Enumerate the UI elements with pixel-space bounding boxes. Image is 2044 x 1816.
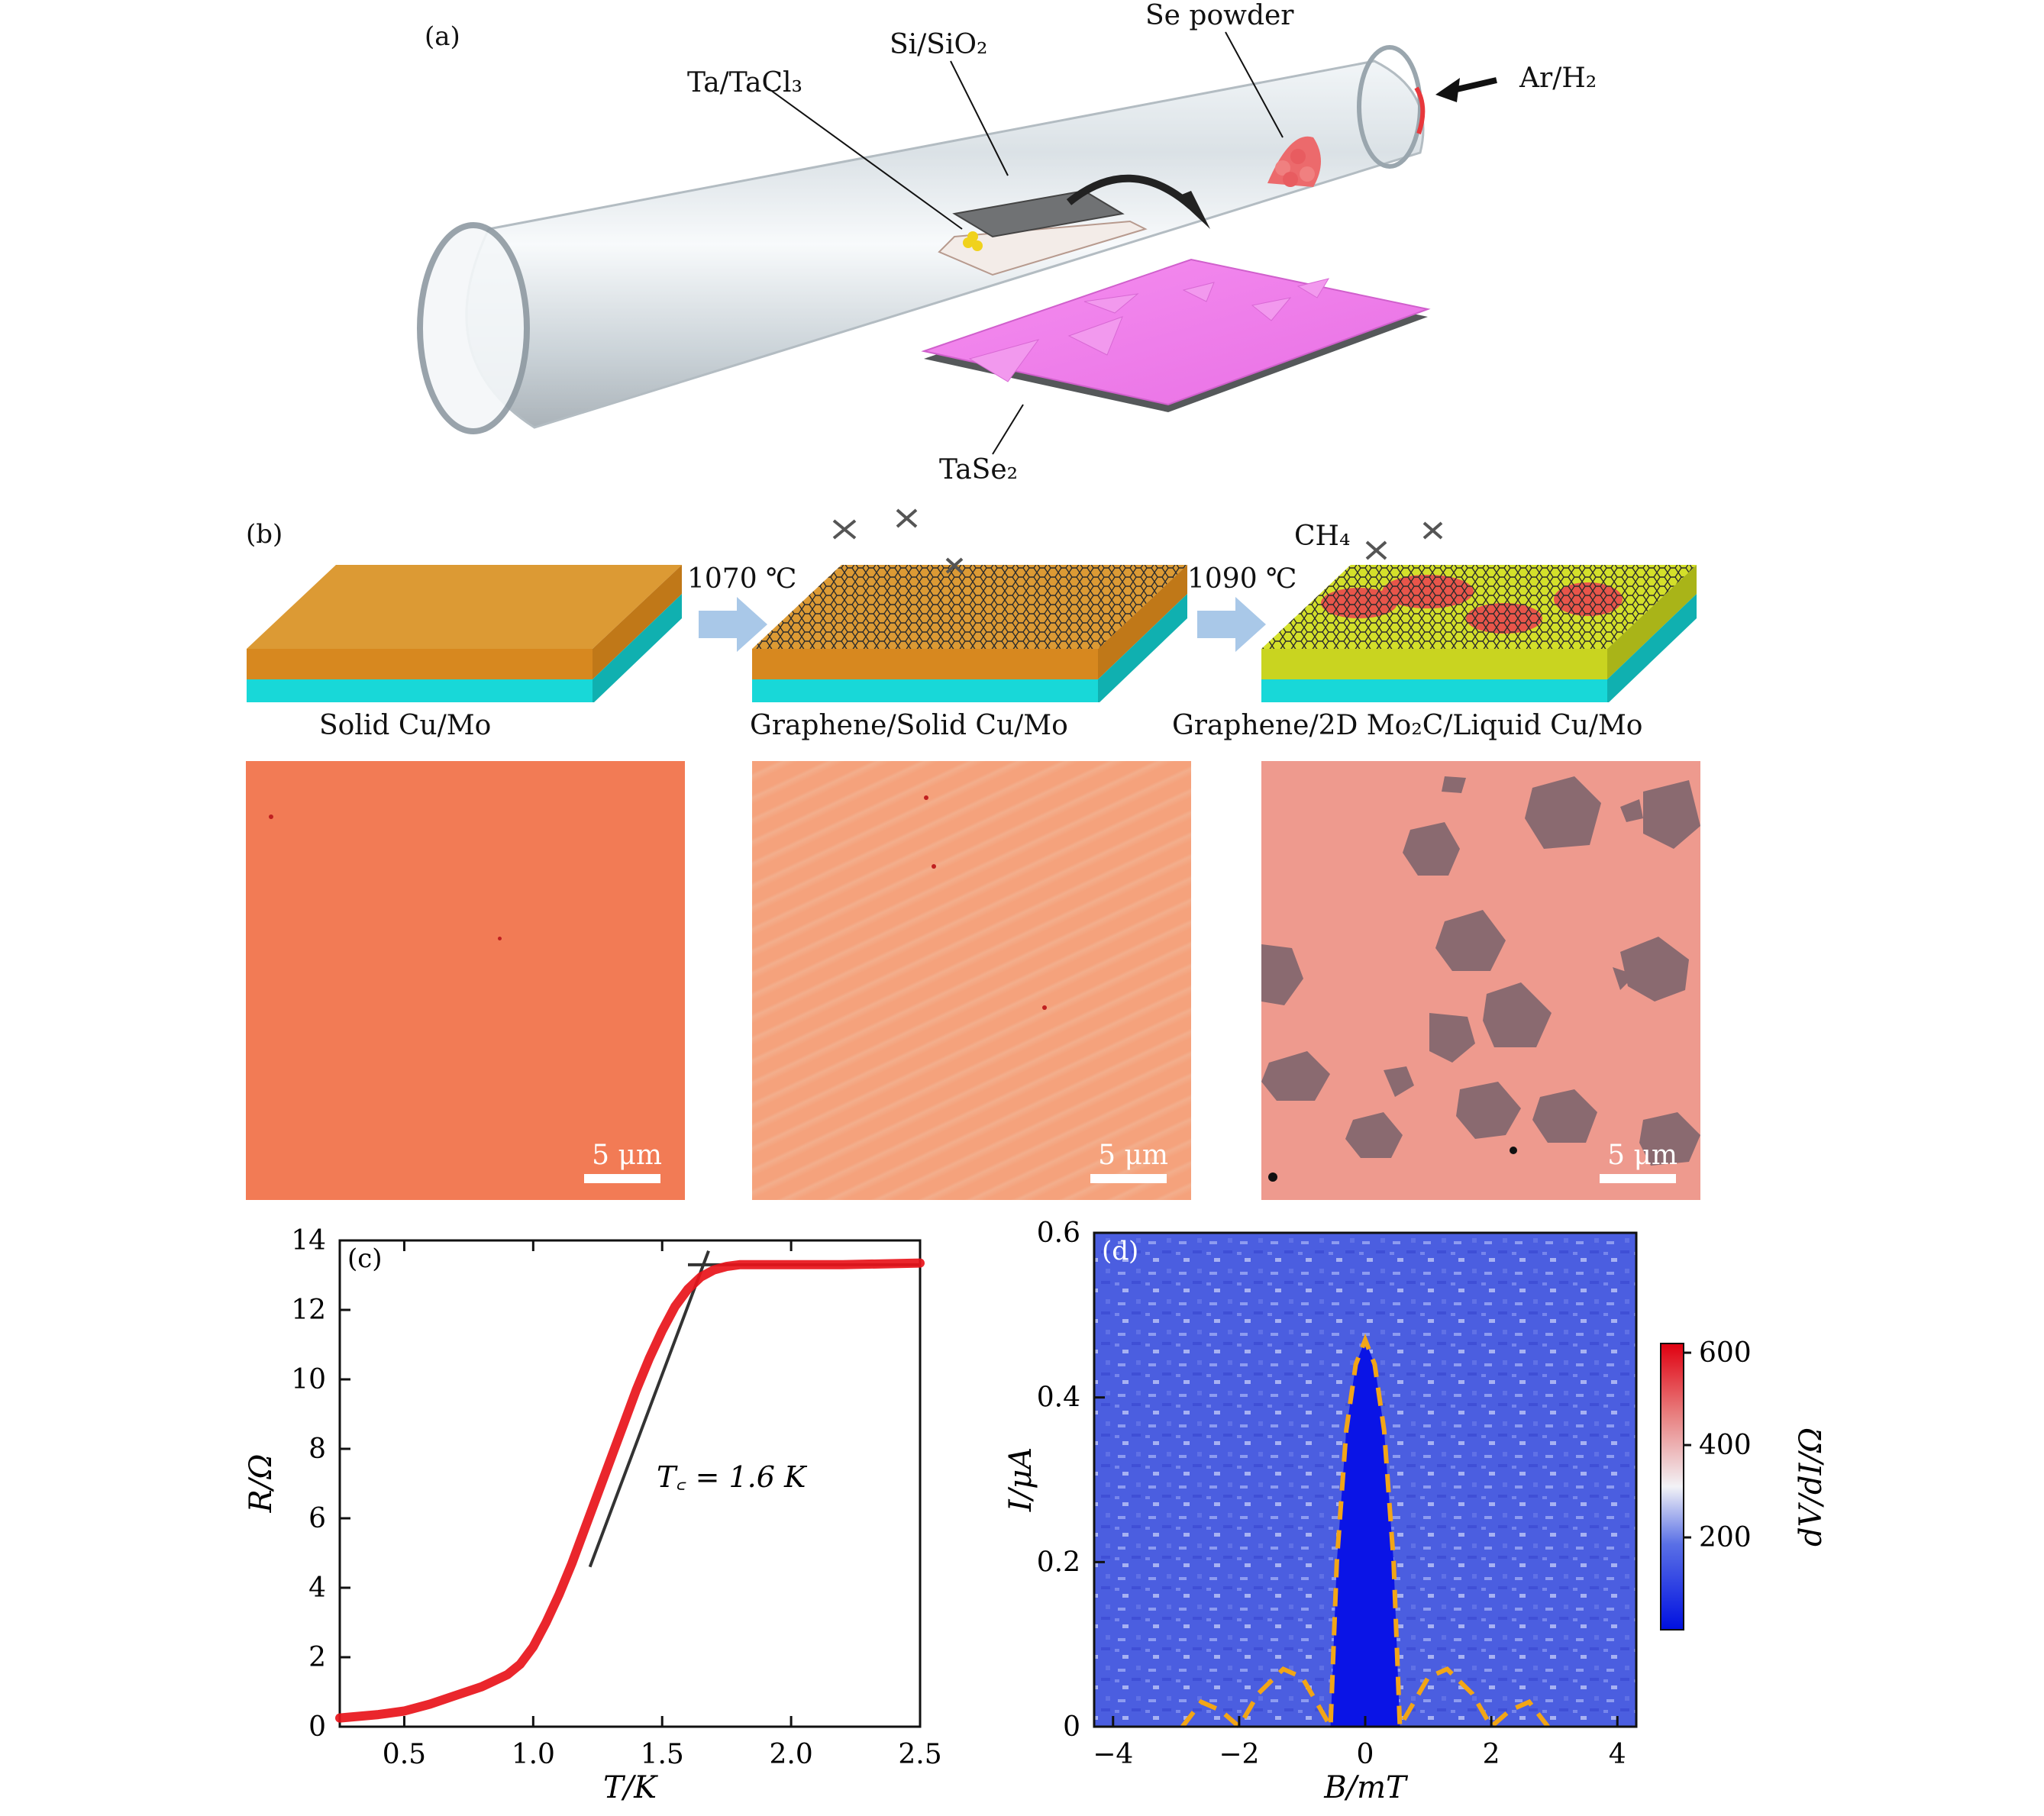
- label-si-sio2: Si/SiO₂: [890, 29, 988, 60]
- si-wafer: [952, 189, 1125, 238]
- mo2c-flakes: [1261, 776, 1700, 1182]
- process-arrow-2: [1197, 597, 1266, 652]
- y-tick-label-c: 4: [308, 1572, 326, 1604]
- x-axis-label-c: T/K: [603, 1770, 658, 1805]
- tube-opening-right: [1357, 45, 1422, 169]
- x-tick-label-d: 4: [1609, 1739, 1626, 1770]
- process-arrow-1: [699, 597, 767, 652]
- stage-solid-cumo: [247, 565, 682, 702]
- y-tick-label-c: 2: [308, 1642, 326, 1673]
- tase2-substrate: [921, 258, 1431, 412]
- y-tick-label-c: 14: [291, 1225, 326, 1256]
- label-ta-tacl3: Ta/TaCl₃: [687, 67, 802, 98]
- tube-opening-left: [417, 222, 530, 434]
- se-powder-pile: [1267, 136, 1321, 187]
- scale-label-1: 5 μm: [592, 1140, 662, 1171]
- fit-line: [588, 1250, 710, 1568]
- x-tick-label-c: 2.5: [898, 1739, 941, 1770]
- x-tick-label-c: 1.0: [512, 1739, 555, 1770]
- scale-label-3: 5 μm: [1607, 1140, 1678, 1171]
- label-ch4: CH₄: [1294, 521, 1351, 552]
- fraunhofer-envelope: [1180, 1333, 1550, 1735]
- micrograph-mo2c: 5 μm: [1261, 761, 1700, 1200]
- temp-1070: 1070 ℃: [687, 563, 797, 595]
- x-tick-label-c: 2.0: [769, 1739, 812, 1770]
- temp-1090: 1090 ℃: [1187, 563, 1297, 595]
- colorbar-tick-label: 600: [1699, 1337, 1752, 1369]
- x-tick-label-d: 0: [1357, 1739, 1374, 1770]
- colorbar-tick-label: 400: [1699, 1430, 1752, 1461]
- y-axis-label-c: R/Ω: [244, 1454, 279, 1514]
- tc-annotation: T꜀ = 1.6 K: [657, 1460, 808, 1494]
- panel-d: −4 −2 0 2 4 0 0.2 0.4 0.6 (d) B/mT I/μA 200 400 60…: [993, 1206, 2044, 1816]
- r-t-curve: [335, 1258, 925, 1723]
- x-tick-label-d: −2: [1219, 1739, 1259, 1770]
- y-tick-label-c: 10: [291, 1364, 326, 1395]
- cvd-tube-illustration: [417, 31, 1497, 455]
- y-tick-label-d: 0.4: [1037, 1382, 1080, 1414]
- quartz-tube: [465, 60, 1425, 429]
- y-tick-label-c: 6: [308, 1503, 326, 1534]
- scale-bar-2: [1090, 1174, 1167, 1183]
- transfer-arrow: [1066, 174, 1194, 209]
- stage-label-1: Solid Cu/Mo: [319, 710, 492, 741]
- resistance-temperature-chart: 0.5 1.0 1.5 2.0 2.5 0 2 4 6 8 10 12 14 (c) T꜀ = 1.6 …: [244, 1225, 942, 1805]
- scale-label-2: 5 μm: [1098, 1140, 1168, 1171]
- colorbar: [1660, 1343, 1684, 1631]
- x-tick-label-d: −4: [1093, 1739, 1133, 1770]
- panel-c-tag: (c): [347, 1243, 383, 1274]
- stage-label-2: Graphene/Solid Cu/Mo: [750, 710, 1068, 741]
- x-tick-label-c: 0.5: [383, 1739, 426, 1770]
- panel-c: 0.5 1.0 1.5 2.0 2.5 0 2 4 6 8 10 12 14 (c) T꜀ = 1.6 …: [0, 1206, 993, 1816]
- plot-frame-c: [338, 1239, 922, 1728]
- y-tick-label-c: 8: [308, 1434, 326, 1465]
- panel-d-tag: (d): [1102, 1236, 1138, 1266]
- y-tick-label-d: 0.6: [1037, 1218, 1080, 1249]
- y-tick-label-d: 0.2: [1037, 1547, 1080, 1578]
- label-ar-h2: Ar/H₂: [1519, 63, 1597, 94]
- scale-bar-3: [1600, 1174, 1676, 1183]
- panel-a-tag: (a): [425, 21, 460, 52]
- y-axis-label-d: I/μA: [1003, 1447, 1038, 1512]
- x-axis-label-d: B/mT: [1323, 1770, 1409, 1805]
- superconducting-region: [1330, 1340, 1400, 1727]
- colorbar-tick-label: 200: [1699, 1522, 1752, 1553]
- x-tick-label-c: 1.5: [641, 1739, 684, 1770]
- colorbar-label: dV/dI/Ω: [1794, 1427, 1829, 1547]
- label-se-powder: Se powder: [1145, 0, 1294, 31]
- stage-graphene-solid: [752, 508, 1187, 702]
- micrograph-solid: 5 μm: [246, 761, 685, 1200]
- x-tick-label-d: 2: [1483, 1739, 1500, 1770]
- y-tick-label-c: 0: [308, 1711, 326, 1743]
- growth-schematic: [247, 508, 1697, 702]
- panel-b-tag: (b): [246, 519, 283, 550]
- label-tase2: TaSe₂: [939, 454, 1019, 485]
- scale-bar-1: [584, 1174, 660, 1183]
- micrograph-graphene: 5 μm: [752, 761, 1191, 1200]
- stage-label-3: Graphene/2D Mo₂C/Liquid Cu/Mo: [1172, 710, 1643, 741]
- y-tick-label-c: 12: [291, 1295, 326, 1326]
- panel-a: (a): [0, 0, 2044, 504]
- dvdi-heatmap: −4 −2 0 2 4 0 0.2 0.4 0.6 (d) B/mT I/μA 200 400 60…: [1003, 1218, 1829, 1805]
- stage-graphene-mo2c-liquid: [1261, 521, 1697, 702]
- y-tick-label-d: 0: [1063, 1711, 1080, 1743]
- panel-b: (b): [0, 504, 2044, 1206]
